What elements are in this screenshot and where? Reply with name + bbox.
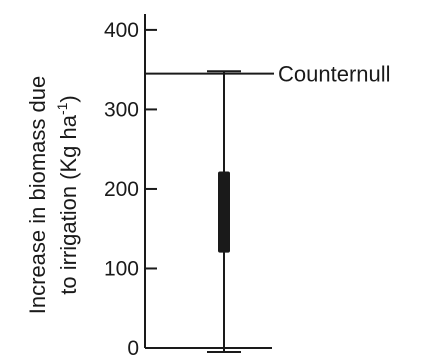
counternull-annotation: Counternull: [145, 62, 391, 87]
y-tick-label: 300: [104, 98, 139, 121]
interquartile-box: [218, 171, 230, 253]
y-axis-title-line1: Increase in biomass due: [25, 76, 50, 314]
y-axis-title: Increase in biomass due to irrigation (K…: [25, 76, 81, 314]
counternull-label: Counternull: [278, 62, 391, 87]
y-axis-title-closing-paren: ): [56, 95, 81, 102]
y-tick-label: 0: [127, 337, 139, 360]
y-axis-title-line2: to irrigation (Kg ha-1): [54, 95, 81, 295]
box-plot: [207, 70, 241, 353]
y-tick-label: 400: [104, 19, 139, 42]
y-tick-label: 100: [104, 257, 139, 280]
y-tick-label: 200: [104, 178, 139, 201]
y-axis-title-line2-text: to irrigation (Kg ha: [56, 114, 81, 295]
y-axis-title-unit-superscript: -1: [54, 102, 70, 115]
y-axis: 0 100 200 300 400: [104, 14, 272, 360]
